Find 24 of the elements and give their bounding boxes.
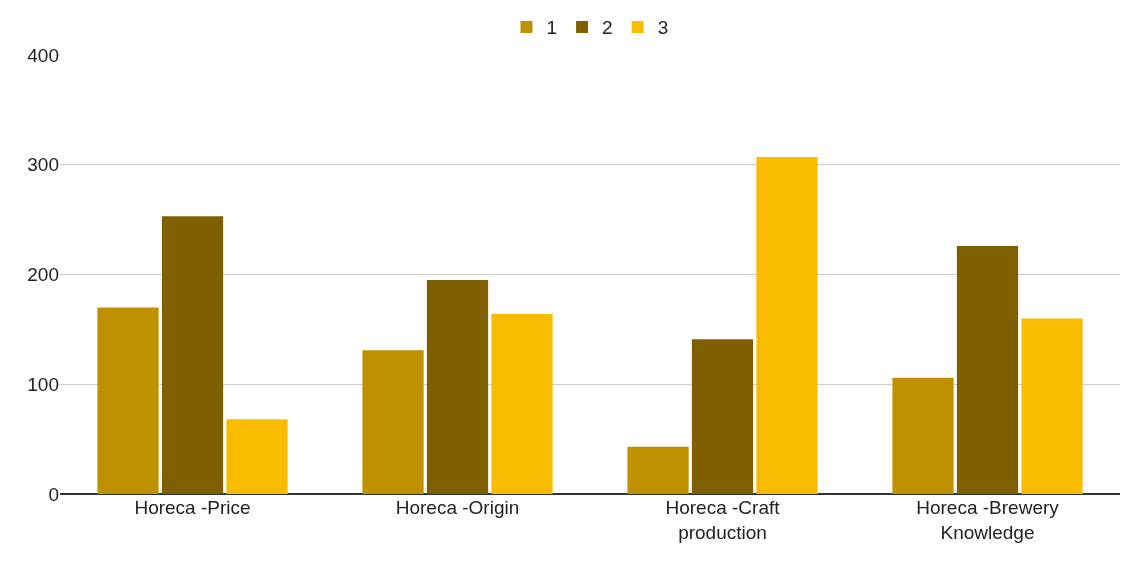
bar: [956, 245, 1019, 494]
bar: [627, 446, 689, 494]
bar: [691, 339, 754, 494]
legend-label: 3: [657, 17, 669, 39]
bar: [756, 157, 818, 494]
bar: [161, 216, 224, 494]
bar: [491, 314, 553, 494]
bar: [1021, 318, 1083, 494]
y-tick-label: 400: [27, 44, 59, 66]
bar: [892, 377, 954, 494]
y-tick-label: 200: [27, 264, 59, 286]
bar: [362, 350, 424, 494]
legend-label: 1: [546, 17, 558, 39]
y-tick-label: 300: [27, 154, 59, 176]
y-tick-label: 0: [48, 483, 59, 505]
bar: [226, 419, 288, 494]
x-tick-label: Horeca -Craft production: [665, 497, 781, 543]
bar: [426, 279, 489, 494]
bar: [97, 307, 159, 494]
legend-label: 2: [602, 17, 613, 39]
x-tick-label: Horeca -Origin: [395, 497, 520, 518]
x-tick-label: Horeca -Brewery Knowledge: [916, 497, 1060, 543]
y-tick-label: 100: [27, 373, 59, 395]
x-tick-label: Horeca -Price: [134, 497, 251, 518]
